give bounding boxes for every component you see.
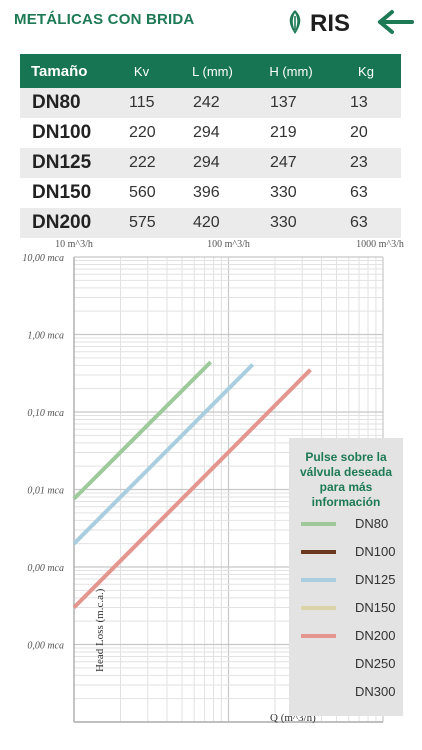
cell-length: 396 — [193, 184, 220, 201]
table-row[interactable]: DN200 575 420 330 63 — [20, 208, 401, 238]
cell-size: DN125 — [20, 148, 109, 178]
cell-kv: 575 — [109, 208, 174, 238]
col-header-height: H (mm) — [251, 54, 331, 88]
y-tick-label: 0,01 mca — [27, 486, 64, 497]
legend-item-dn125[interactable]: DN125 — [289, 570, 403, 590]
cell-weight: 13 — [331, 88, 401, 118]
col-header-size: Tamaño — [20, 54, 109, 88]
cell-height: 247 — [251, 148, 331, 178]
table-row[interactable]: DN125 222 294 247 23 — [20, 148, 401, 178]
legend-swatch — [301, 550, 336, 554]
x-tick-label: 10 m^3/h — [55, 239, 93, 250]
col-header-weight: Kg — [331, 54, 401, 88]
cell-height: 219 — [270, 124, 297, 141]
cell-length: 294 — [174, 148, 251, 178]
legend-title: Pulse sobre la válvula deseada para más … — [289, 450, 403, 510]
legend-swatch — [301, 578, 336, 582]
y-tick-label: 1,00 mca — [27, 331, 64, 342]
y-tick-label: 10,00 mca — [22, 253, 64, 264]
col-header-length: L (mm) — [174, 54, 251, 88]
legend-label: DN100 — [355, 544, 396, 559]
cell-height: 330 — [270, 184, 297, 201]
legend-title-line: Pulse sobre la — [305, 450, 387, 464]
table-row[interactable]: DN80 115 242 137 13 — [20, 88, 401, 118]
page-title: METÁLICAS CON BRIDA — [14, 11, 195, 28]
series-line-dn80 — [72, 360, 213, 501]
cell-kv: 222 — [109, 148, 174, 178]
ris-logo: RIS — [289, 10, 350, 36]
legend-swatch — [301, 606, 336, 610]
table-row[interactable]: DN100 220 294 219 20 — [20, 118, 401, 148]
cell-height: 330 — [251, 208, 331, 238]
cell-kv: 115 — [109, 88, 174, 118]
x-tick-label: 1000 m^3/h — [356, 239, 404, 250]
leaf-logo-icon — [289, 10, 301, 34]
cell-size: DN80 — [20, 88, 109, 118]
legend-title-line: información — [311, 495, 381, 509]
legend-item-dn100[interactable]: DN100 — [289, 542, 403, 562]
cell-weight: 23 — [331, 148, 401, 178]
legend-label: DN125 — [355, 572, 396, 587]
series-line-dn200 — [72, 368, 312, 609]
series-line-dn125 — [72, 363, 255, 546]
legend-swatch — [301, 522, 336, 526]
logo-text: RIS — [310, 10, 350, 36]
cell-height: 137 — [251, 88, 331, 118]
cell-size: DN150 — [32, 182, 92, 203]
cell-weight: 63 — [331, 208, 401, 238]
legend-label: DN200 — [355, 628, 396, 643]
legend-label: DN80 — [355, 516, 389, 531]
y-tick-label: 0,00 mca — [27, 563, 64, 574]
legend-label: DN300 — [355, 684, 396, 699]
cell-length: 420 — [174, 208, 251, 238]
x-tick-label: 100 m^3/h — [207, 239, 250, 250]
table-row[interactable]: DN150 560 396 330 63 — [20, 178, 401, 208]
legend-label: DN250 — [355, 656, 396, 671]
cell-weight: 20 — [350, 124, 368, 141]
cell-kv: 560 — [129, 184, 156, 201]
cell-length: 294 — [193, 124, 220, 141]
col-header-kv: Kv — [109, 54, 174, 88]
legend-item-dn300[interactable]: DN300 — [289, 682, 403, 702]
legend-item-dn150[interactable]: DN150 — [289, 598, 403, 618]
y-axis-label: Head Loss (m.c.a.) — [94, 588, 106, 672]
y-tick-label: 0,00 mca — [27, 641, 64, 652]
legend-title-line: válvula deseada — [299, 465, 393, 479]
legend-label: DN150 — [355, 600, 396, 615]
legend-item-dn250[interactable]: DN250 — [289, 654, 403, 674]
legend-swatch — [301, 634, 336, 638]
legend-title-line: para más — [319, 480, 373, 494]
cell-size: DN200 — [20, 208, 109, 238]
legend-item-dn80[interactable]: DN80 — [289, 514, 403, 534]
cell-length: 242 — [174, 88, 251, 118]
table-header-row: Tamaño Kv L (mm) H (mm) Kg — [20, 54, 401, 88]
legend-item-dn200[interactable]: DN200 — [289, 626, 403, 646]
legend-panel: Pulse sobre la válvula deseada para más … — [289, 438, 403, 716]
cell-kv: 220 — [129, 124, 156, 141]
cell-size: DN100 — [32, 122, 92, 143]
cell-weight: 63 — [350, 184, 368, 201]
back-arrow-icon[interactable] — [376, 8, 416, 36]
y-tick-label: 0,10 mca — [27, 408, 64, 419]
specs-table: Tamaño Kv L (mm) H (mm) Kg DN80 115 242 … — [20, 54, 401, 238]
